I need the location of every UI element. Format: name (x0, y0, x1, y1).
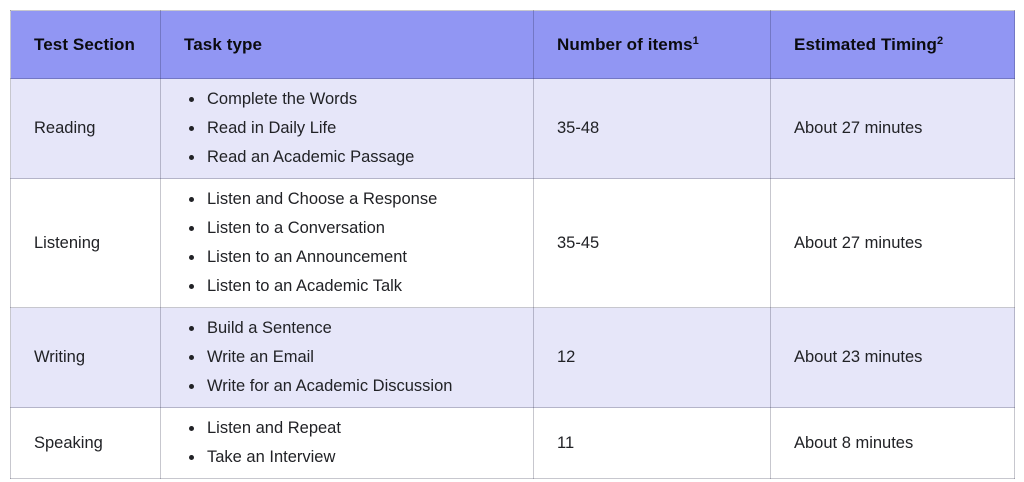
column-header-task-type: Task type (160, 10, 534, 79)
task-list: Build a SentenceWrite an EmailWrite for … (185, 314, 519, 401)
column-header-estimated-timing: Estimated Timing2 (770, 10, 1015, 79)
table-body: Reading Complete the WordsRead in Daily … (10, 78, 1015, 479)
task-list: Complete the WordsRead in Daily LifeRead… (185, 85, 519, 172)
column-header-number-of-items: Number of items1 (533, 10, 771, 79)
header-row: Test Section Task type Number of items1 … (10, 10, 1015, 79)
tasks-cell: Listen and RepeatTake an Interview (160, 407, 534, 479)
items-cell: 35-48 (533, 78, 771, 179)
task-item: Read an Academic Passage (205, 143, 519, 172)
table-row: Speaking Listen and RepeatTake an Interv… (10, 407, 1015, 479)
task-list: Listen and Choose a ResponseListen to a … (185, 185, 519, 301)
task-list: Listen and RepeatTake an Interview (185, 414, 519, 472)
task-item: Listen to a Conversation (205, 214, 519, 243)
tasks-cell: Listen and Choose a ResponseListen to a … (160, 178, 534, 308)
task-item: Take an Interview (205, 443, 519, 472)
task-item: Build a Sentence (205, 314, 519, 343)
task-item: Write for an Academic Discussion (205, 372, 519, 401)
column-header-test-section: Test Section (10, 10, 161, 79)
section-cell: Speaking (10, 407, 161, 479)
task-item: Listen and Choose a Response (205, 185, 519, 214)
task-item: Complete the Words (205, 85, 519, 114)
header-label: Estimated Timing (794, 34, 937, 54)
tasks-cell: Build a SentenceWrite an EmailWrite for … (160, 307, 534, 408)
task-item: Write an Email (205, 343, 519, 372)
table-row: Reading Complete the WordsRead in Daily … (10, 78, 1015, 179)
items-cell: 35-45 (533, 178, 771, 308)
table-header: Test Section Task type Number of items1 … (10, 10, 1015, 79)
section-cell: Writing (10, 307, 161, 408)
footnote-marker: 2 (936, 34, 944, 47)
header-label: Number of items (557, 34, 693, 54)
task-item: Read in Daily Life (205, 114, 519, 143)
header-label: Task type (184, 34, 263, 54)
section-cell: Listening (10, 178, 161, 308)
timing-cell: About 27 minutes (770, 78, 1015, 179)
footnote-marker: 1 (692, 34, 699, 47)
section-cell: Reading (10, 78, 161, 179)
items-cell: 11 (533, 407, 771, 479)
timing-cell: About 8 minutes (770, 407, 1015, 479)
task-item: Listen to an Announcement (205, 243, 519, 272)
table-row: Writing Build a SentenceWrite an EmailWr… (10, 307, 1015, 408)
timing-cell: About 23 minutes (770, 307, 1015, 408)
header-label: Test Section (34, 34, 136, 54)
task-item: Listen to an Academic Talk (205, 272, 519, 301)
items-cell: 12 (533, 307, 771, 408)
task-item: Listen and Repeat (205, 414, 519, 443)
table-row: Listening Listen and Choose a ResponseLi… (10, 178, 1015, 308)
timing-cell: About 27 minutes (770, 178, 1015, 308)
tasks-cell: Complete the WordsRead in Daily LifeRead… (160, 78, 534, 179)
test-structure-table: Test Section Task type Number of items1 … (10, 10, 1015, 479)
